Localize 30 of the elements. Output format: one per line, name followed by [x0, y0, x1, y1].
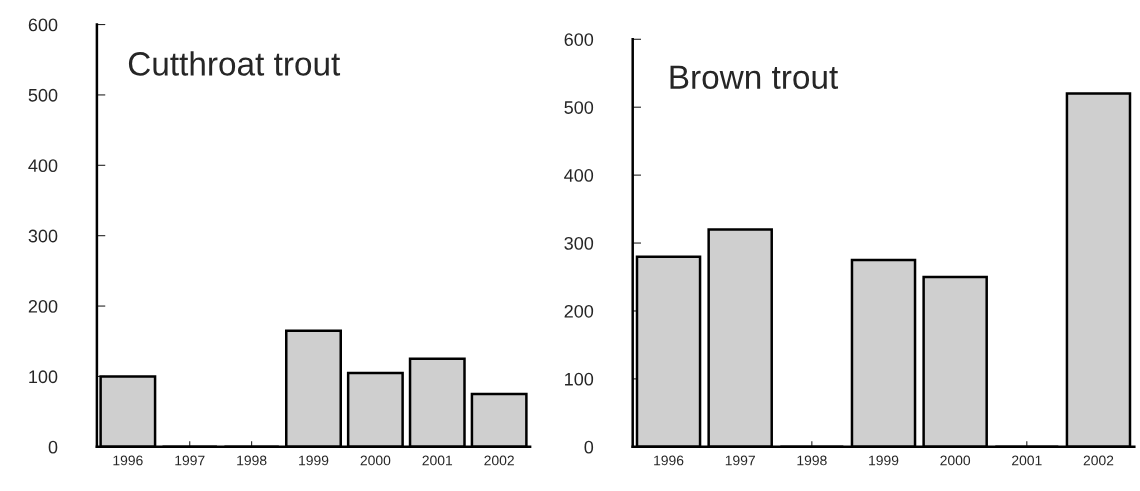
x-tick-label: 1997 [175, 455, 205, 466]
x-tick-label: 2002 [1083, 455, 1114, 466]
y-tick-label: 600 [28, 18, 58, 32]
x-tick-label: 2000 [360, 455, 391, 466]
y-tick-label: 100 [565, 372, 594, 386]
text: Brown trout [670, 65, 839, 89]
x-tick-label: 1998 [797, 455, 827, 466]
y-tick-label: 200 [564, 304, 594, 318]
y-tick-label: 0 [48, 440, 58, 454]
y-tick-label: 300 [564, 236, 594, 250]
x-tick-label: 2001 [1012, 455, 1042, 466]
x-tick-label: 1999 [869, 455, 899, 466]
x-tick-label: 1997 [725, 455, 755, 466]
x-tick-label: 2001 [422, 455, 453, 466]
y-tick-label: 500 [564, 101, 594, 114]
x-tick-label: 2002 [484, 455, 514, 466]
y-tick-label: 600 [564, 33, 594, 46]
x-tick-label: 1996 [654, 455, 684, 466]
y-tick-label: 400 [564, 169, 594, 182]
x-tick-label: 1999 [299, 455, 329, 466]
x-tick-label: 1996 [113, 455, 143, 466]
y-tick-label: 100 [29, 370, 58, 384]
y-tick-label: 200 [28, 299, 58, 313]
y-tick-label: 500 [28, 88, 58, 102]
text: Cutthroat trout [128, 51, 341, 76]
y-tick-label: 400 [28, 159, 58, 173]
y-tick-label: 300 [28, 229, 58, 243]
x-tick-label: 1998 [237, 455, 267, 466]
x-tick-label: 2000 [940, 455, 971, 466]
y-tick-label: 0 [584, 440, 594, 454]
